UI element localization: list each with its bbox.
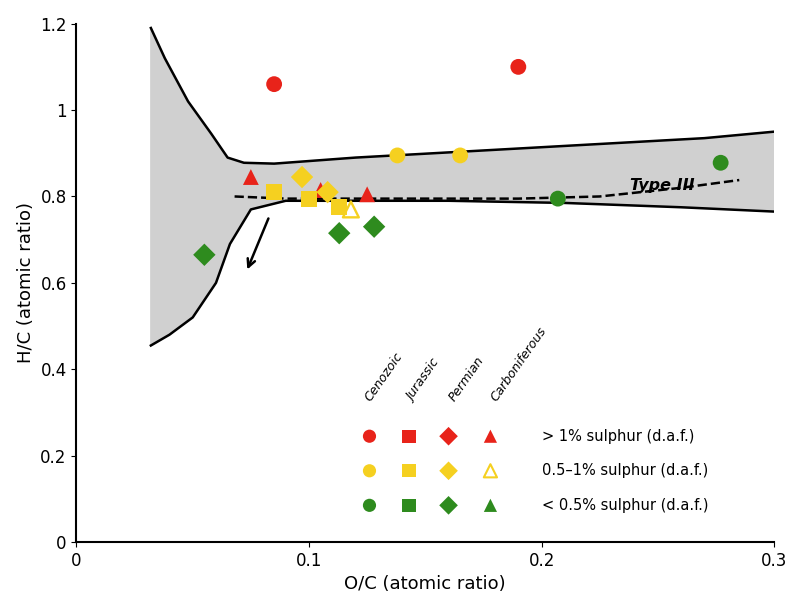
Point xyxy=(314,185,327,195)
Point xyxy=(267,79,280,89)
Point xyxy=(302,194,315,204)
Point xyxy=(244,172,257,182)
Point xyxy=(402,431,415,441)
Point xyxy=(332,203,345,212)
Point xyxy=(390,151,403,160)
Point xyxy=(453,151,466,160)
Point xyxy=(198,250,210,260)
Point xyxy=(363,500,376,510)
Text: Type III: Type III xyxy=(630,178,694,193)
Text: < 0.5% sulphur (d.a.f.): < 0.5% sulphur (d.a.f.) xyxy=(541,498,707,513)
Point xyxy=(267,187,280,197)
X-axis label: O/C (atomic ratio): O/C (atomic ratio) xyxy=(344,575,505,594)
Point xyxy=(402,500,415,510)
Text: Carboniferous: Carboniferous xyxy=(487,325,548,404)
Point xyxy=(483,431,496,441)
Point xyxy=(402,466,415,476)
Point xyxy=(713,158,726,168)
Point xyxy=(483,466,496,476)
Point xyxy=(344,204,357,214)
Point xyxy=(512,62,524,72)
Point xyxy=(363,431,376,441)
Point xyxy=(367,222,380,232)
Point xyxy=(483,500,496,510)
Text: 0.5–1% sulphur (d.a.f.): 0.5–1% sulphur (d.a.f.) xyxy=(541,463,707,478)
Text: Cenozoic: Cenozoic xyxy=(362,350,405,404)
Y-axis label: H/C (atomic ratio): H/C (atomic ratio) xyxy=(17,203,35,364)
Point xyxy=(361,190,373,199)
Text: Permian: Permian xyxy=(446,354,486,404)
Point xyxy=(363,466,376,476)
Point xyxy=(442,500,454,510)
Point xyxy=(551,194,564,204)
Point xyxy=(332,228,345,238)
Point xyxy=(442,466,454,476)
Text: > 1% sulphur (d.a.f.): > 1% sulphur (d.a.f.) xyxy=(541,429,693,443)
Polygon shape xyxy=(151,28,773,345)
Point xyxy=(442,431,454,441)
Point xyxy=(320,187,333,197)
Text: Jurassic: Jurassic xyxy=(404,357,442,404)
Point xyxy=(296,172,308,182)
